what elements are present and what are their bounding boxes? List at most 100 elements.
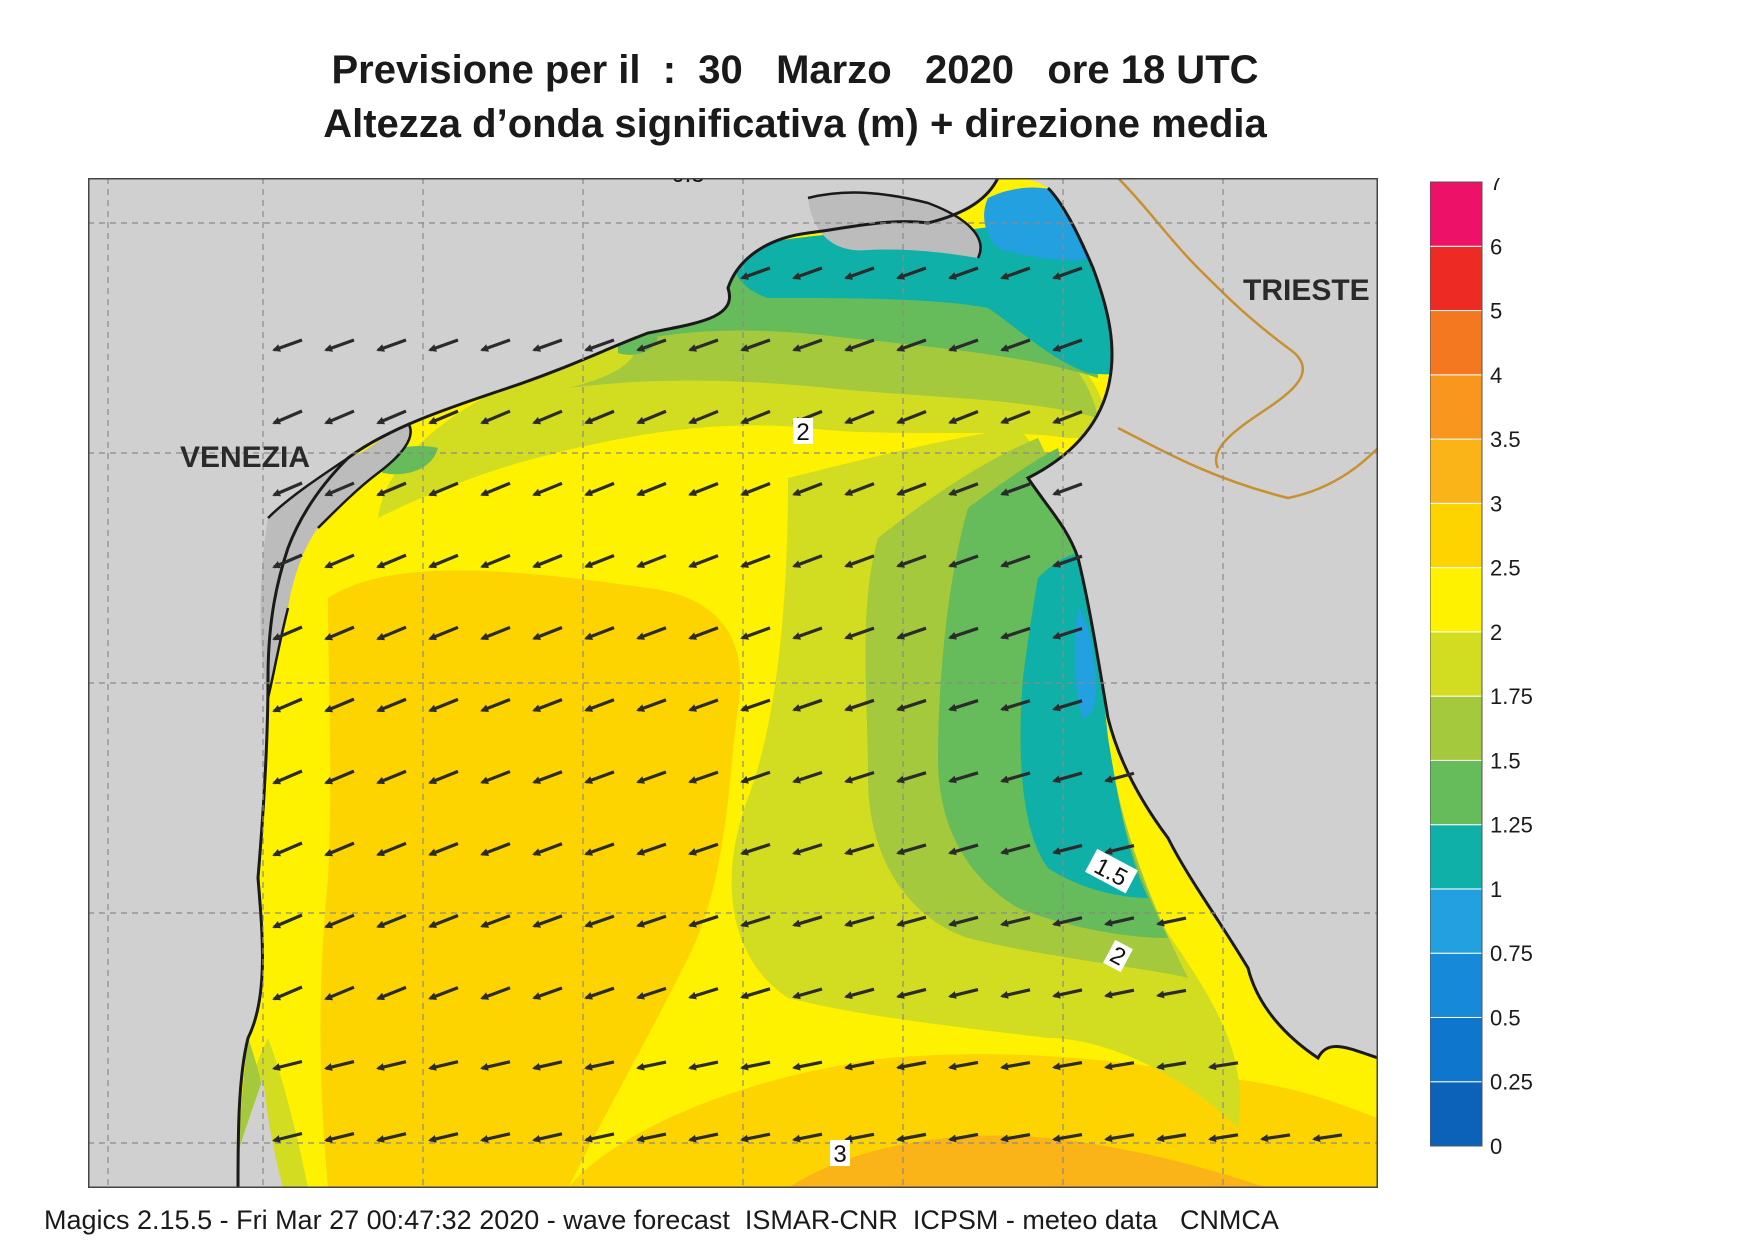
wave-direction-arrow <box>1104 916 1135 927</box>
wave-direction-arrow <box>636 770 667 784</box>
wave-direction-arrow <box>948 482 979 496</box>
wave-direction-arrow <box>1000 626 1031 640</box>
map-subtitle: Altezza d’onda significativa (m) + direz… <box>323 102 1267 146</box>
wave-direction-arrow <box>376 409 407 425</box>
legend-frame <box>1430 181 1483 1147</box>
wave-direction-arrow <box>896 1132 927 1143</box>
wave-direction-arrow <box>1000 410 1031 424</box>
legend-color-box <box>1430 310 1483 376</box>
wave-direction-arrow <box>896 698 927 712</box>
wave-direction-arrow <box>896 1060 927 1071</box>
wave-direction-arrow <box>636 986 667 1000</box>
wave-direction-arrow <box>844 626 875 640</box>
legend-color-box <box>1430 438 1483 504</box>
wave-direction-arrow <box>948 266 979 280</box>
wave-direction-arrow <box>1052 916 1083 927</box>
wave-direction-arrow <box>740 915 771 928</box>
wave-direction-arrow <box>740 1060 771 1071</box>
contour-label-text: 3 <box>833 1141 846 1168</box>
wave-direction-arrow <box>636 842 667 856</box>
legend-color-box <box>1430 631 1483 697</box>
wave-direction-arrow <box>740 266 771 280</box>
wave-direction-arrow <box>636 914 667 928</box>
legend-tick-label: 4 <box>1490 363 1502 388</box>
land-grado-lagoon <box>808 192 981 258</box>
legend-tick-labels: 0 0.25 0.5 0.75 1 1.25 1.5 1.75 2 2.5 3 3.5 4 5 6 7 <box>1490 178 1533 1158</box>
wave-direction-arrow <box>844 482 875 496</box>
wave-direction-arrow <box>324 338 355 352</box>
wave-direction-arrow <box>844 987 875 1000</box>
wave-direction-arrow <box>844 843 875 856</box>
wave-direction-arrow <box>688 698 719 712</box>
wave-direction-arrow <box>740 1132 771 1143</box>
wave-direction-arrow <box>844 409 875 425</box>
land-south-coast <box>228 1078 283 1188</box>
wave-direction-arrow <box>896 266 927 280</box>
wave-direction-arrow <box>376 1060 407 1071</box>
wave-direction-arrow <box>480 1060 511 1071</box>
wave-direction-arrow <box>1312 1133 1343 1143</box>
wave-direction-arrow <box>636 554 667 568</box>
wave-direction-arrow <box>1156 916 1187 927</box>
contour-zone-orange-west <box>320 570 741 1188</box>
wave-direction-arrow <box>688 338 719 352</box>
wave-direction-arrow <box>792 554 823 568</box>
wave-direction-arrow <box>532 553 563 569</box>
legend-color-box <box>1430 374 1483 440</box>
wave-direction-arrow <box>376 769 407 785</box>
wave-direction-arrow <box>1052 482 1083 496</box>
wave-direction-arrow <box>584 338 615 352</box>
wave-direction-arrow <box>948 1060 979 1071</box>
legend-color-box <box>1430 695 1483 761</box>
wave-direction-arrow <box>948 771 979 784</box>
wave-direction-arrow <box>1052 266 1083 280</box>
wave-direction-arrow <box>948 988 979 999</box>
wave-direction-arrow <box>480 409 511 425</box>
wave-direction-arrow <box>376 553 407 569</box>
wave-direction-arrow <box>1000 1132 1031 1143</box>
wave-direction-arrow <box>428 338 459 352</box>
wave-direction-arrow <box>532 698 563 712</box>
wave-direction-arrow <box>636 1060 667 1071</box>
wave-direction-arrow <box>740 626 771 640</box>
wave-direction-arrow <box>532 626 563 641</box>
legend-color-boxes <box>1430 181 1483 1147</box>
wave-direction-arrow <box>480 697 511 713</box>
wave-direction-arrow <box>532 986 563 1000</box>
wave-direction-arrow <box>1104 1133 1135 1143</box>
wave-direction-arrows <box>272 266 1343 1143</box>
wave-direction-arrow <box>272 769 303 785</box>
wave-direction-arrow <box>1052 1133 1083 1143</box>
legend-tick-label: 7 <box>1490 178 1502 195</box>
wave-direction-arrow <box>428 409 459 425</box>
wave-direction-arrow <box>636 409 667 425</box>
map-title: Previsione per il : 30 Marzo 2020 ore 18… <box>331 48 1259 92</box>
wave-direction-arrow <box>948 626 979 640</box>
wave-direction-arrow <box>428 553 459 569</box>
wave-height-map: 2 1.5 2 3 0.5 VENEZIA TRIESTE <box>88 178 1378 1188</box>
wave-direction-arrow <box>1156 988 1187 999</box>
wave-direction-arrow <box>272 625 303 641</box>
wave-direction-arrow <box>376 697 407 713</box>
wave-direction-arrow <box>1052 338 1083 352</box>
wave-direction-arrow <box>324 553 355 569</box>
wave-direction-arrow <box>324 697 355 713</box>
wave-direction-arrow <box>1156 1133 1187 1143</box>
wave-direction-arrow <box>1260 1133 1291 1143</box>
wave-direction-arrow <box>740 482 771 497</box>
wave-direction-arrow <box>948 410 979 425</box>
wave-direction-arrow <box>1000 554 1031 568</box>
wave-direction-arrow <box>636 338 667 352</box>
wave-direction-arrow <box>376 1132 407 1143</box>
wave-direction-arrow <box>948 1132 979 1143</box>
wave-direction-arrow <box>636 481 667 497</box>
wave-direction-arrow <box>1052 554 1083 568</box>
wave-direction-arrow <box>636 698 667 712</box>
wave-direction-arrow <box>532 842 563 856</box>
wave-direction-arrow <box>532 770 563 784</box>
wave-direction-arrow <box>532 1060 563 1071</box>
legend-tick-label: 2.5 <box>1490 556 1521 581</box>
wave-direction-arrow <box>272 481 303 497</box>
legend-tick-label: 2 <box>1490 620 1502 645</box>
contour-zone-orange-deep <box>788 1135 1268 1188</box>
